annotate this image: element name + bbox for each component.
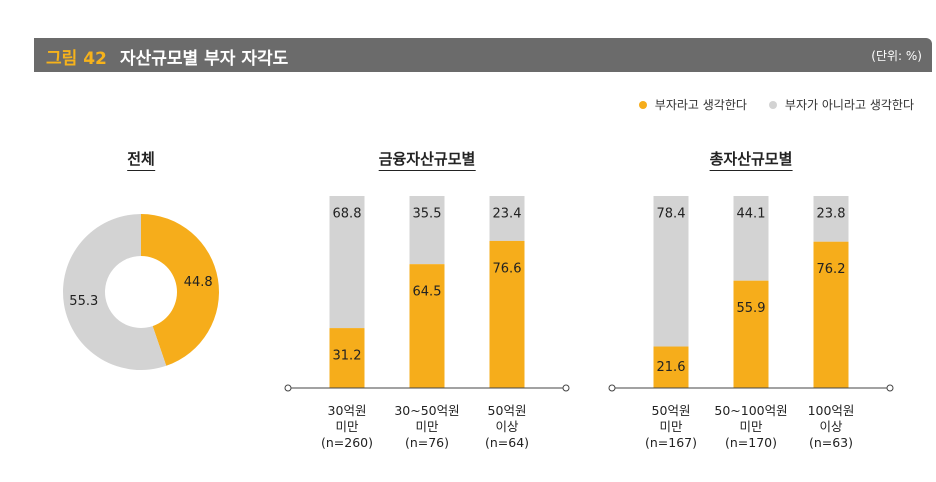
category-label-line: (n=76) (404, 435, 450, 450)
category-label: 50억원 이상 (n=64) (485, 403, 529, 451)
legend-dot-rich (638, 100, 647, 109)
bar-label-not-rich: 23.8 (817, 207, 846, 222)
x-axis-endpoint (562, 384, 570, 392)
bar-segment-rich (409, 264, 445, 388)
category-label-line: 미만 (739, 419, 763, 434)
x-axis-endpoint (284, 384, 292, 392)
total-assets-title: 총자산규모별 (709, 148, 793, 171)
x-axis-endpoint (886, 384, 894, 392)
category-label: 50억원 미만 (n=167) (645, 403, 697, 451)
legend: 부자라고 생각한다 부자가 아니라고 생각한다 (638, 96, 914, 113)
bar-label-not-rich: 44.1 (737, 207, 766, 222)
category-label: 30억원 미만 (n=260) (321, 403, 373, 451)
legend-item-rich: 부자라고 생각한다 (638, 96, 747, 113)
figure-number: 그림 42 (46, 49, 107, 69)
category-label-line: 100억원 (807, 403, 855, 418)
category-label-line: (n=64) (484, 435, 530, 450)
category-label: 50~100억원 미만 (n=170) (714, 403, 787, 451)
bar-segment-not-rich (813, 196, 849, 242)
bar-segment-not-rich (329, 196, 365, 329)
bar-segment-rich (653, 346, 689, 388)
bar-label-rich: 76.2 (817, 262, 846, 277)
category-label-line: 미만 (659, 419, 683, 434)
legend-label-rich: 부자라고 생각한다 (654, 98, 747, 112)
bar-segment-rich (489, 240, 525, 388)
donut-title: 전체 (127, 148, 155, 171)
category-label: 30~50억원 미만 (n=76) (394, 403, 459, 451)
category-label-line: 50억원 (487, 403, 527, 418)
bar-label-rich: 21.6 (657, 360, 686, 375)
bar-segment-rich (733, 280, 769, 388)
category-label-line: 이상 (495, 419, 519, 434)
category-label-line: 50~100억원 (714, 403, 788, 418)
bar-label-rich: 64.5 (413, 285, 442, 300)
category-label-line: 이상 (819, 419, 843, 434)
unit-label: (단위: %) (871, 49, 922, 63)
bar-segment-not-rich (409, 196, 445, 265)
category-label-line: (n=260) (320, 435, 374, 450)
bar-segment-not-rich (489, 196, 525, 241)
category-label-line: 30억원 (327, 403, 367, 418)
bar-label-not-rich: 23.4 (493, 207, 522, 222)
category-label: 100억원 이상 (n=63) (808, 403, 855, 451)
category-label-line: 미만 (415, 419, 439, 434)
donut-slice-label: 55.3 (69, 294, 98, 309)
bar-segment-rich (329, 328, 365, 388)
x-axis-endpoint (608, 384, 616, 392)
bar-segment-rich (813, 241, 849, 388)
figure-title-bar: 그림 42 자산규모별 부자 자각도 (단위: %) (34, 38, 932, 72)
bar-label-not-rich: 68.8 (333, 207, 362, 222)
category-label-line: (n=170) (724, 435, 777, 450)
category-label-line: 미만 (335, 419, 359, 434)
donut-slice-label: 44.8 (184, 275, 213, 290)
category-label-line: (n=167) (644, 435, 698, 450)
category-label-line: (n=63) (808, 435, 854, 450)
bar-segment-not-rich (653, 196, 689, 347)
bar-label-not-rich: 78.4 (657, 207, 686, 222)
donut-slice (141, 214, 219, 366)
bar-label-not-rich: 35.5 (413, 207, 442, 222)
bar-segment-not-rich (733, 196, 769, 281)
category-label-line: 30~50억원 (394, 403, 460, 418)
bar-label-rich: 55.9 (737, 301, 766, 316)
financial-assets-title: 금융자산규모별 (378, 148, 476, 171)
bar-label-rich: 76.6 (493, 261, 522, 276)
donut-slice (62, 214, 167, 371)
figure-title: 자산규모별 부자 자각도 (120, 49, 289, 69)
category-label-line: 50억원 (651, 403, 691, 418)
bar-label-rich: 31.2 (333, 349, 362, 364)
legend-item-not-rich: 부자가 아니라고 생각한다 (768, 96, 914, 113)
legend-label-not-rich: 부자가 아니라고 생각한다 (784, 98, 914, 112)
legend-dot-not-rich (768, 100, 777, 109)
